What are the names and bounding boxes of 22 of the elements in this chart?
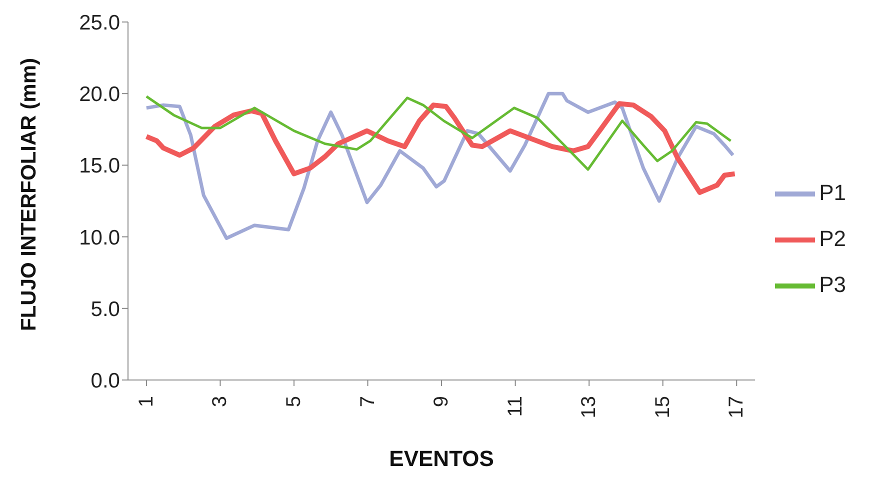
x-tick-label: 3 — [209, 396, 232, 408]
x-tick-label: 5 — [282, 396, 305, 408]
x-tick-label: 7 — [356, 396, 379, 408]
x-tick-label: 13 — [578, 396, 600, 418]
y-tick-label: 25.0 — [79, 11, 120, 34]
y-tick-label: 15.0 — [79, 154, 120, 178]
line-series — [144, 92, 735, 240]
y-tick-label: 10.0 — [79, 226, 120, 250]
x-tick-label: 1 — [135, 396, 158, 408]
line-series — [145, 95, 732, 171]
y-tick-label: 0.0 — [90, 369, 120, 392]
y-tick-label: 20.0 — [79, 83, 120, 106]
x-tick-label: 17 — [726, 396, 748, 418]
y-axis-title: FLUJO INTERFOLIAR (mm) — [17, 58, 40, 331]
x-tick-label: 15 — [652, 396, 674, 418]
legend-label: P3 — [819, 272, 846, 297]
legend-label: P2 — [819, 226, 846, 251]
y-tick-label: 5.0 — [90, 298, 120, 321]
x-axis-title: EVENTOS — [389, 446, 494, 471]
x-tick-label: 9 — [430, 396, 453, 408]
x-tick-label: 11 — [504, 396, 526, 417]
legend-label: P1 — [819, 180, 846, 205]
